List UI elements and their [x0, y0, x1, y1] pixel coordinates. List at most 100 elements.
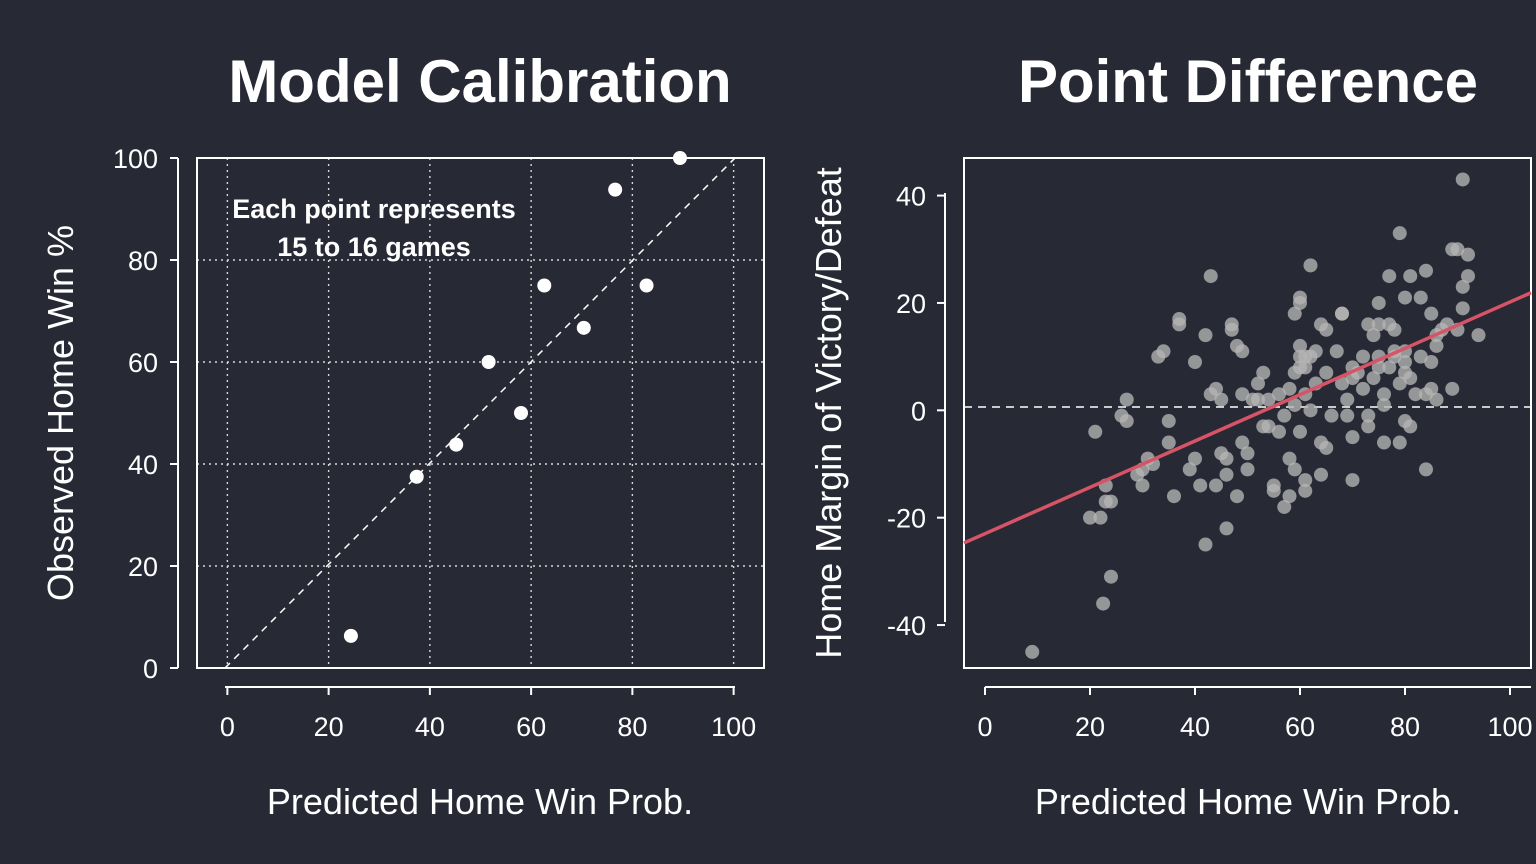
point-difference-point	[1455, 301, 1470, 316]
point-difference-point	[1392, 435, 1407, 450]
point-difference-y-tick-label: -20	[887, 504, 926, 534]
point-difference-point	[1340, 408, 1355, 423]
point-difference-point	[1377, 387, 1391, 402]
point-difference-point	[1214, 392, 1229, 407]
point-difference-point	[1287, 462, 1302, 477]
point-difference-point	[1319, 440, 1334, 455]
point-difference-point	[1429, 338, 1444, 353]
point-difference-point	[1135, 478, 1150, 493]
point-difference-point	[1266, 478, 1281, 493]
calibration-point	[608, 182, 623, 197]
calibration-point	[576, 320, 591, 335]
point-difference-point	[1167, 489, 1181, 504]
point-difference-point	[1298, 483, 1313, 498]
point-difference-point	[1392, 226, 1407, 241]
point-difference-point	[1471, 328, 1486, 343]
point-difference-points	[1025, 172, 1486, 659]
point-difference-point	[1172, 312, 1187, 327]
calibration-y-tick-label: 80	[128, 246, 158, 276]
point-difference-point	[1361, 408, 1376, 423]
point-difference-x-tick-label: 100	[1487, 712, 1532, 742]
point-difference-point	[1424, 306, 1439, 321]
calibration-point	[481, 355, 496, 369]
calibration-annotation-line-2: 15 to 16 games	[277, 232, 471, 262]
point-difference-point	[1272, 424, 1286, 439]
point-difference-point	[1251, 376, 1265, 391]
point-difference-point	[1413, 290, 1428, 305]
point-difference-point	[1104, 569, 1118, 584]
point-difference-point	[1403, 419, 1418, 434]
calibration-y-tick-label: 0	[143, 654, 158, 684]
point-difference-point	[1282, 451, 1297, 466]
calibration-annotation-line-1: Each point represents	[232, 194, 516, 224]
point-difference-x-axis: 0 20 40 60 80 100	[977, 686, 1533, 742]
point-difference-point	[1182, 462, 1197, 477]
point-difference-point	[1419, 263, 1433, 278]
point-difference-point	[1366, 371, 1381, 386]
point-difference-x-tick-label: 0	[977, 712, 992, 742]
point-difference-point	[1224, 317, 1239, 332]
point-difference-title: Point Difference	[1018, 48, 1478, 115]
calibration-y-tick-label: 40	[128, 450, 158, 480]
calibration-x-tick-label: 20	[314, 712, 344, 742]
point-difference-point	[1203, 269, 1218, 284]
point-difference-point	[1219, 451, 1234, 466]
calibration-x-label: Predicted Home Win Prob.	[267, 781, 693, 822]
point-difference-point	[1256, 365, 1271, 380]
point-difference-point	[1377, 435, 1391, 450]
point-difference-point	[1161, 414, 1176, 429]
calibration-x-tick-label: 40	[415, 712, 445, 742]
point-difference-chart: Point Difference -40 -20 0 20 40 0 20 40 60 80 10…	[808, 48, 1533, 822]
point-difference-point	[1198, 537, 1213, 552]
point-difference-point	[1277, 499, 1292, 514]
point-difference-point	[1298, 360, 1313, 375]
calibration-x-tick-label: 80	[617, 712, 647, 742]
calibration-point	[537, 278, 552, 293]
point-difference-point	[1287, 306, 1302, 321]
point-difference-plot-frame	[963, 157, 1532, 669]
point-difference-point	[1329, 344, 1344, 359]
point-difference-point	[1314, 467, 1328, 482]
point-difference-point	[1319, 322, 1334, 337]
point-difference-trend-line	[963, 291, 1532, 545]
point-difference-point	[1340, 392, 1355, 407]
point-difference-point	[1261, 392, 1276, 407]
point-difference-x-tick-label: 60	[1285, 712, 1315, 742]
point-difference-point	[1455, 172, 1470, 187]
calibration-y-tick-label: 20	[128, 552, 158, 582]
point-difference-point	[1156, 344, 1171, 359]
point-difference-point	[1445, 381, 1460, 396]
point-difference-point	[1371, 317, 1386, 332]
point-difference-point	[1083, 510, 1097, 525]
point-difference-point	[1424, 381, 1439, 396]
point-difference-point	[1119, 392, 1134, 407]
point-difference-point	[1096, 596, 1111, 611]
calibration-point	[639, 278, 654, 293]
point-difference-point	[1293, 424, 1307, 439]
calibration-x-tick-label: 100	[711, 712, 756, 742]
point-difference-point	[1335, 306, 1349, 321]
point-difference-point	[1392, 376, 1407, 391]
point-difference-y-tick-label: 0	[911, 396, 926, 426]
calibration-x-tick-label: 0	[220, 712, 235, 742]
point-difference-point	[1361, 317, 1376, 332]
point-difference-point	[1303, 403, 1318, 418]
point-difference-y-tick-label: 20	[896, 289, 926, 319]
point-difference-point	[1251, 392, 1265, 407]
calibration-chart: Model Calibration 0 20 40 60 80 100 0 20 40 60 80…	[40, 48, 765, 822]
calibration-plot-frame	[196, 157, 765, 669]
point-difference-point	[1387, 322, 1402, 337]
calibration-point	[409, 469, 424, 484]
point-difference-point	[1356, 349, 1370, 364]
point-difference-point	[1382, 360, 1397, 375]
point-difference-point	[1235, 344, 1250, 359]
point-difference-point	[1219, 467, 1234, 482]
point-difference-point	[1398, 290, 1412, 305]
point-difference-x-tick-label: 20	[1075, 712, 1105, 742]
calibration-title: Model Calibration	[228, 48, 731, 115]
calibration-point	[514, 406, 528, 420]
calibration-y-tick-label: 60	[128, 348, 158, 378]
point-difference-point	[1293, 295, 1307, 310]
point-difference-point	[1277, 408, 1292, 423]
